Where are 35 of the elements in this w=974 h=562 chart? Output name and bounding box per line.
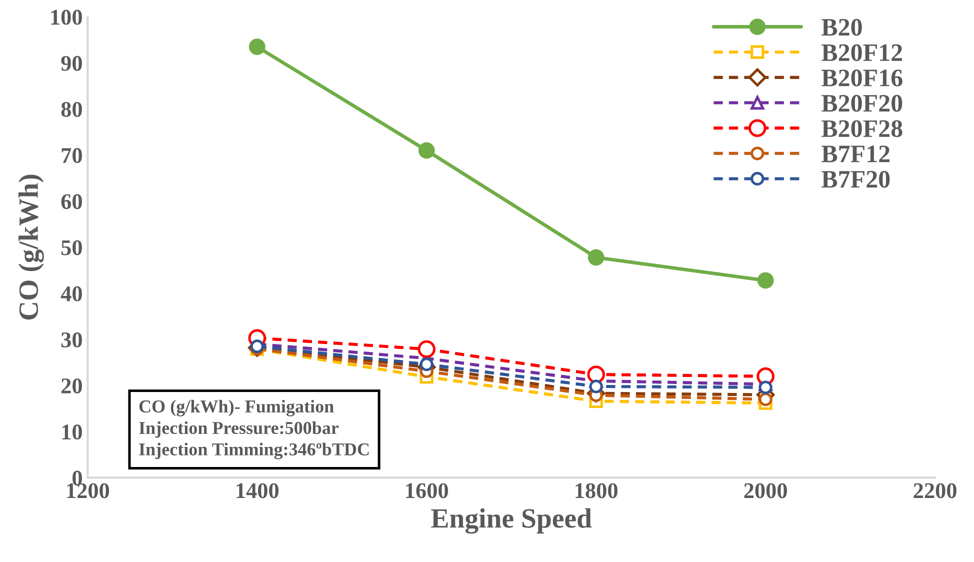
legend-label: B20F16 [822, 70, 902, 86]
legend-label: B20F12 [822, 44, 902, 62]
y-tick-label: 50 [61, 240, 82, 256]
legend-label: B7F20 [822, 170, 890, 188]
point [757, 272, 774, 289]
annotation: CO (g/kWh)- Fumigation Injection Pressure:500bar Injection Timming:346ºbTDC [139, 400, 369, 460]
point [248, 38, 266, 56]
legend-label: B20F28 [822, 120, 902, 138]
y-tick-label: 10 [62, 424, 82, 440]
point [587, 366, 605, 384]
x-tick-label: 2000 [744, 483, 787, 498]
y-tick-label: 40 [60, 286, 82, 302]
legend-label: B7F12 [822, 146, 890, 162]
point [418, 340, 436, 358]
y-tick-label: 70 [62, 148, 82, 164]
point [420, 358, 434, 372]
x-tick-label: 1600 [406, 483, 448, 498]
legend-label: B20F20 [822, 94, 902, 112]
y-tick-label: 100 [51, 10, 82, 25]
x-tick-label: 1400 [236, 483, 279, 498]
point [589, 380, 603, 394]
x-tick-label: 1800 [576, 483, 618, 498]
y-tick-label: 80 [61, 102, 82, 117]
point [588, 249, 604, 266]
y-tick-label: 20 [62, 378, 82, 394]
point [758, 392, 772, 406]
y-axis-title: CO (g/kWh) [18, 174, 44, 320]
x-axis-title: Engine Speed [431, 508, 592, 534]
y-tick-label: 30 [61, 332, 82, 348]
point [758, 380, 772, 394]
x-tick-label: 2200 [914, 483, 956, 498]
y-tick-label: 90 [61, 56, 82, 71]
point [418, 142, 435, 159]
y-tick-label: 60 [61, 194, 82, 210]
legend-label: B20 [822, 18, 862, 36]
